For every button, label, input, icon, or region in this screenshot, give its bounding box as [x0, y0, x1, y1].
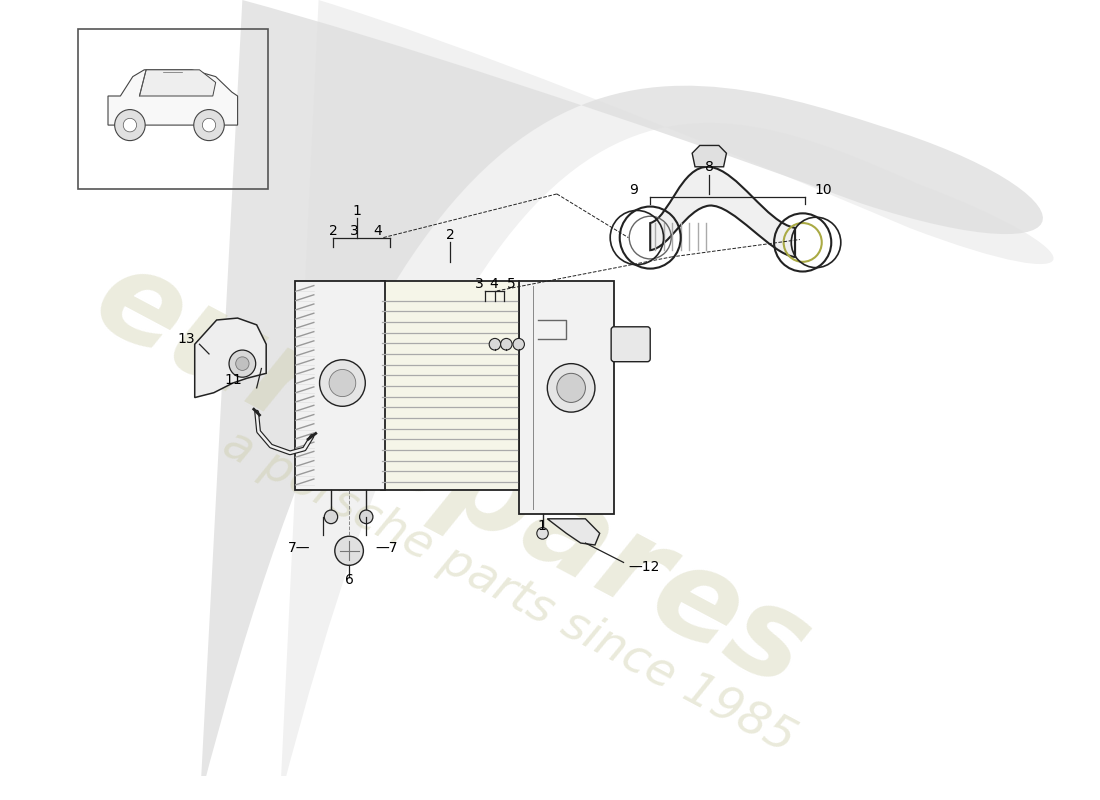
- PathPatch shape: [319, 0, 1054, 264]
- Text: 10: 10: [814, 183, 832, 197]
- Bar: [519, 282, 614, 514]
- Text: 1: 1: [352, 204, 361, 218]
- Circle shape: [123, 118, 136, 132]
- Text: 8: 8: [705, 160, 714, 174]
- Bar: [295, 282, 385, 490]
- Circle shape: [194, 110, 224, 141]
- Circle shape: [548, 364, 595, 412]
- Bar: [381, 282, 519, 490]
- Text: 2: 2: [446, 228, 454, 242]
- Circle shape: [513, 338, 525, 350]
- Text: 3: 3: [351, 224, 360, 238]
- Bar: [77, 29, 268, 189]
- Text: 1: 1: [538, 518, 547, 533]
- Circle shape: [334, 536, 363, 566]
- PathPatch shape: [650, 166, 795, 257]
- Text: 6: 6: [344, 573, 353, 587]
- PathPatch shape: [242, 0, 1043, 234]
- Text: 13: 13: [177, 332, 195, 346]
- Circle shape: [490, 338, 500, 350]
- Circle shape: [324, 510, 338, 524]
- Text: 11: 11: [224, 373, 242, 387]
- Text: —12: —12: [628, 560, 660, 574]
- Polygon shape: [692, 146, 726, 166]
- Polygon shape: [108, 70, 238, 125]
- Text: 4: 4: [373, 224, 382, 238]
- Text: 5: 5: [507, 277, 516, 291]
- Text: —7: —7: [376, 541, 398, 555]
- Circle shape: [360, 510, 373, 524]
- Text: 7—: 7—: [287, 541, 310, 555]
- Circle shape: [500, 338, 512, 350]
- Circle shape: [114, 110, 145, 141]
- FancyBboxPatch shape: [612, 326, 650, 362]
- Circle shape: [537, 527, 548, 539]
- Text: 4: 4: [490, 277, 498, 291]
- Circle shape: [202, 118, 216, 132]
- Polygon shape: [195, 318, 266, 398]
- Text: a porsche parts since 1985: a porsche parts since 1985: [216, 421, 803, 762]
- Circle shape: [320, 360, 365, 406]
- Text: 3: 3: [475, 277, 484, 291]
- Circle shape: [229, 350, 255, 378]
- Text: eurospares: eurospares: [75, 236, 829, 714]
- Circle shape: [557, 374, 585, 402]
- Polygon shape: [140, 70, 216, 96]
- Text: 2: 2: [329, 224, 338, 238]
- Polygon shape: [548, 518, 600, 545]
- Text: 9: 9: [629, 183, 638, 197]
- Circle shape: [329, 370, 355, 397]
- Circle shape: [235, 357, 249, 370]
